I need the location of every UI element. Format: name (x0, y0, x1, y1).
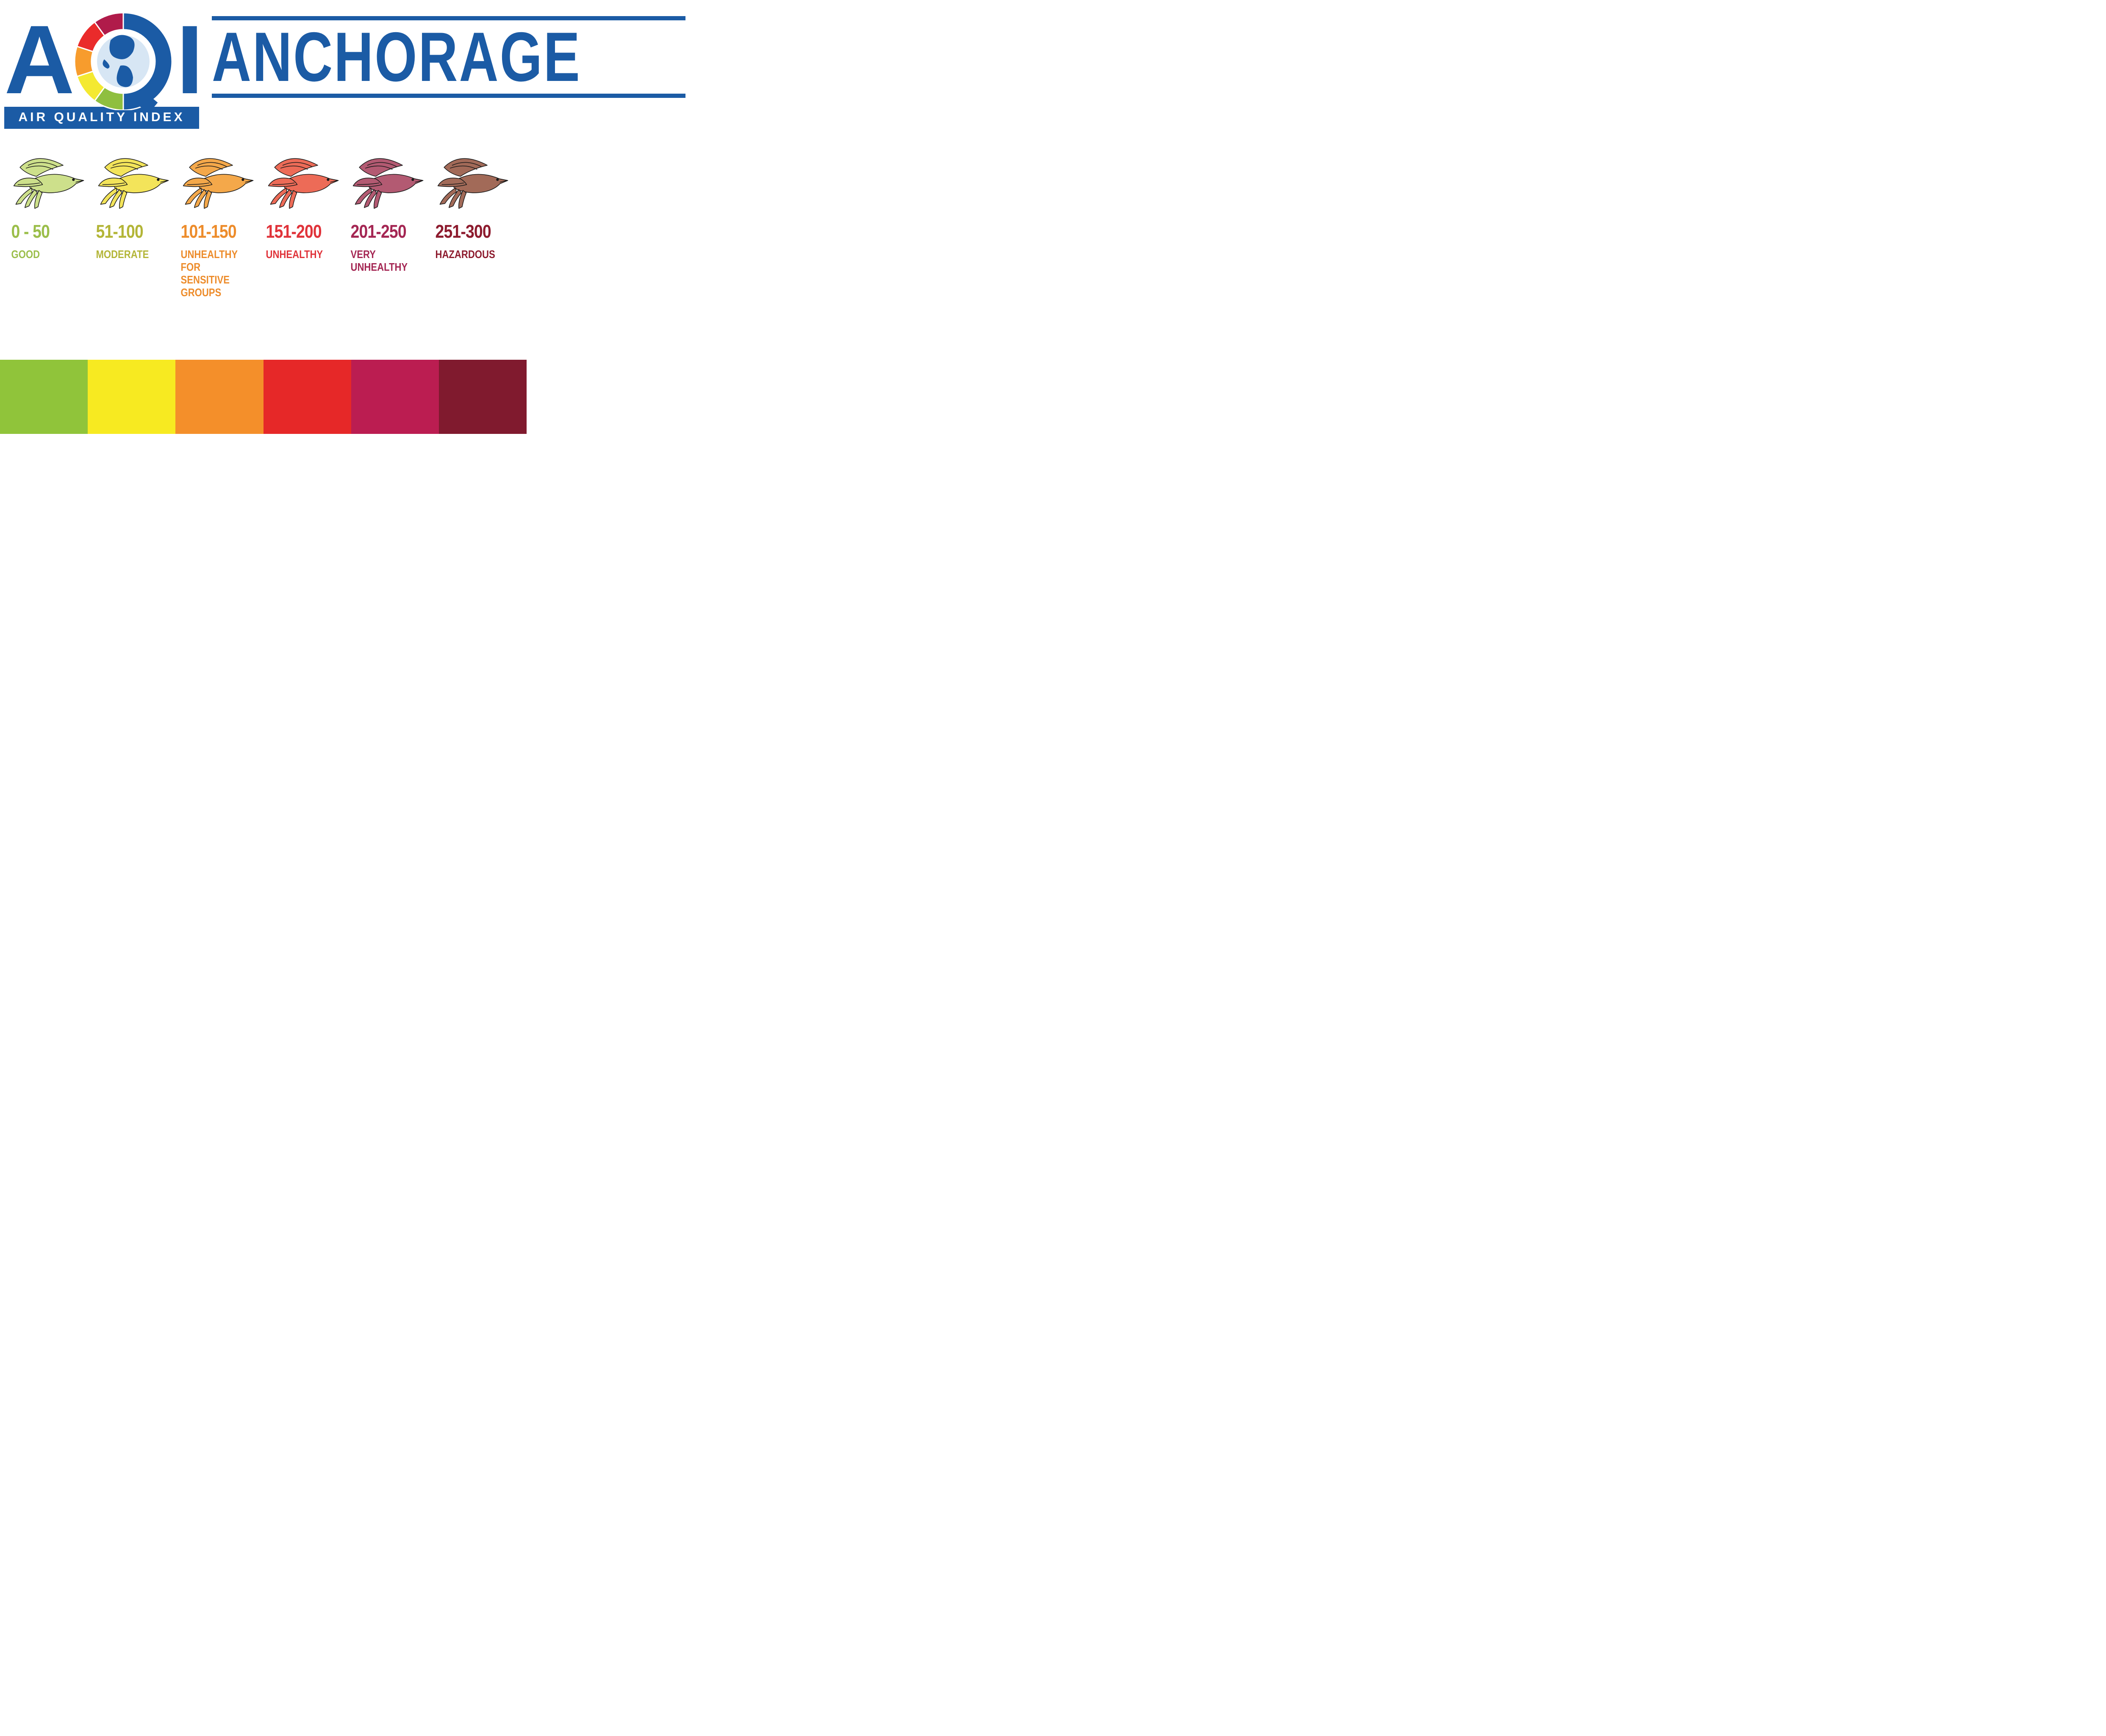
bird-icon (432, 146, 514, 214)
aqi-label: VERY UNHEALTHY (347, 248, 417, 274)
aqi-label: UNHEALTHY (262, 248, 323, 261)
bird-icon (347, 146, 429, 214)
aqi-category-0: 0 - 50 GOOD (8, 146, 90, 299)
aqi-category-3: 151-200 UNHEALTHY (262, 146, 344, 299)
bird-icon (177, 146, 259, 214)
aqi-category-5: 251-300 HAZARDOUS (432, 146, 514, 299)
aqi-range: 51-100 (92, 221, 143, 242)
color-swatch-5 (439, 360, 527, 434)
colorbar (0, 360, 527, 434)
aqi-letter-a: A (4, 16, 70, 103)
bird-icon (92, 146, 175, 214)
aqi-range: 0 - 50 (8, 221, 50, 242)
bird-icon (262, 146, 344, 214)
aqi-range: 101-150 (177, 221, 236, 242)
color-swatch-1 (88, 360, 175, 434)
aqi-label: UNHEALTHY FOR SENSITIVE GROUPS (177, 248, 247, 299)
aqi-category-2: 101-150 UNHEALTHY FOR SENSITIVE GROUPS (177, 146, 259, 299)
city-title-block: ANCHORAGE (212, 8, 685, 98)
aqi-label: GOOD (8, 248, 40, 261)
aqi-letter-i: I (176, 16, 199, 103)
aqi-gauge-globe-icon (70, 8, 176, 110)
color-swatch-2 (175, 360, 263, 434)
aqi-label: MODERATE (92, 248, 149, 261)
aqi-category-4: 201-250 VERY UNHEALTHY (347, 146, 429, 299)
aqi-category-row: 0 - 50 GOOD 51-100 MODERATE (0, 129, 527, 299)
color-swatch-0 (0, 360, 88, 434)
aqi-label: HAZARDOUS (432, 248, 495, 261)
aqi-letters: A I (4, 8, 199, 110)
aqi-range: 151-200 (262, 221, 322, 242)
bird-icon (8, 146, 90, 214)
city-name: ANCHORAGE (212, 20, 685, 94)
color-swatch-3 (264, 360, 351, 434)
header: A I AIR QUALITY INDEX ANCHORAGE (0, 0, 527, 129)
color-swatch-4 (351, 360, 439, 434)
aqi-range: 201-250 (347, 221, 406, 242)
aqi-range: 251-300 (432, 221, 491, 242)
aqi-category-1: 51-100 MODERATE (92, 146, 175, 299)
aqi-logo: A I AIR QUALITY INDEX (4, 8, 199, 129)
